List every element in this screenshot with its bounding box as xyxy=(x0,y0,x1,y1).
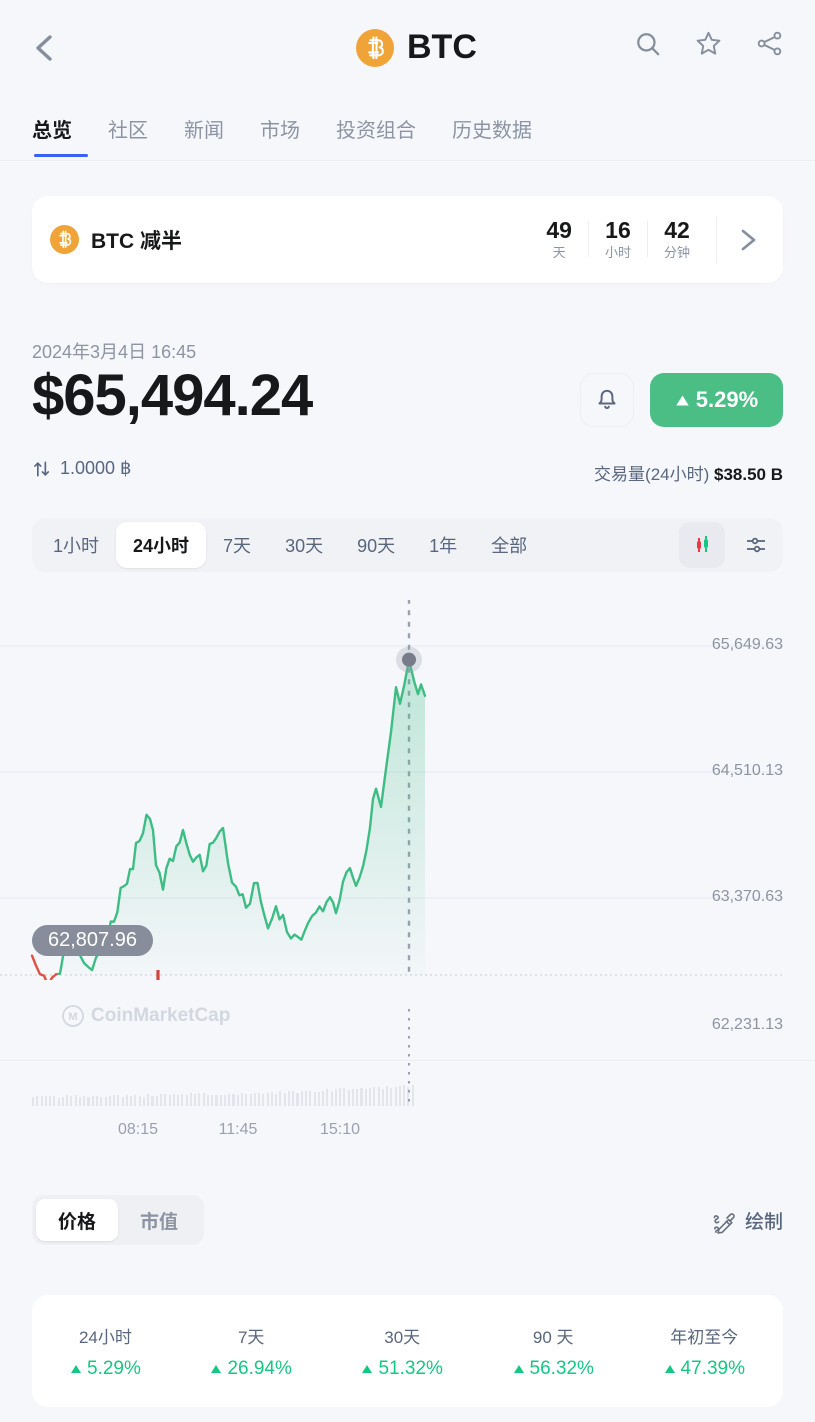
svg-text:M: M xyxy=(68,1011,77,1023)
